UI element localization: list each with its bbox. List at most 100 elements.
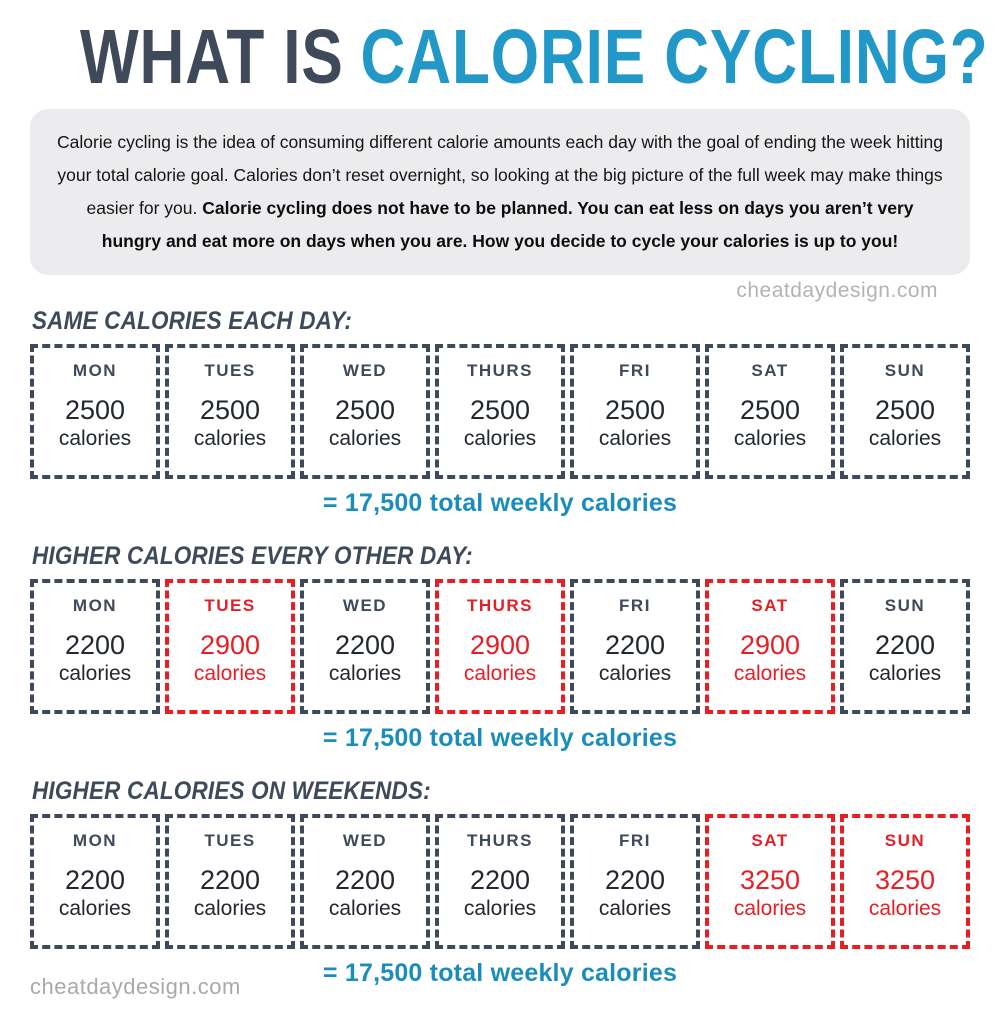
day-card: FRI 2500 calories	[570, 343, 700, 479]
calorie-value: 2900	[739, 629, 801, 660]
title-what-is: WHAT IS	[80, 13, 344, 100]
watermark-bottom: cheatdaydesign.com	[30, 974, 241, 999]
day-label: SUN	[884, 830, 926, 850]
weekly-total: = 17,500 total weekly calories	[322, 723, 678, 752]
day-label: MON	[72, 595, 118, 615]
section-heading: HIGHER CALORIES EVERY OTHER DAY:	[32, 541, 473, 570]
day-card: MON 2200 calories	[30, 578, 160, 714]
calorie-value: 2200	[64, 629, 126, 660]
day-card: SUN 3250 calories	[840, 813, 970, 949]
calorie-unit: calories	[598, 896, 672, 920]
day-card: MON 2500 calories	[30, 343, 160, 479]
calorie-unit: calories	[733, 661, 807, 685]
calorie-value: 2200	[604, 629, 666, 660]
day-card: TUES 2900 calories	[165, 578, 295, 714]
intro-text-bold: Calorie cycling does not have to be plan…	[101, 197, 914, 251]
day-label: THURS	[466, 830, 534, 850]
day-label: WED	[342, 830, 388, 850]
day-card: MON 2200 calories	[30, 813, 160, 949]
day-card: SUN 2500 calories	[840, 343, 970, 479]
day-label: MON	[72, 360, 118, 380]
day-card: SAT 2500 calories	[705, 343, 835, 479]
calorie-value: 2900	[199, 629, 261, 660]
intro-box: Calorie cycling is the idea of consuming…	[30, 108, 970, 275]
day-label: SAT	[751, 830, 789, 850]
day-label: THURS	[466, 360, 534, 380]
sections-container: SAME CALORIES EACH DAY: MON 2500 calorie…	[30, 307, 970, 988]
day-label: TUES	[204, 360, 256, 380]
calorie-value: 2200	[604, 864, 666, 895]
calorie-value: 2500	[604, 394, 666, 425]
calorie-unit: calories	[328, 426, 402, 450]
calorie-unit: calories	[58, 426, 132, 450]
day-card: WED 2200 calories	[300, 813, 430, 949]
calorie-unit: calories	[463, 661, 537, 685]
calorie-value: 2900	[469, 629, 531, 660]
day-card: TUES 2500 calories	[165, 343, 295, 479]
calorie-unit: calories	[733, 426, 807, 450]
day-card: WED 2500 calories	[300, 343, 430, 479]
cards-row: MON 2200 calories TUES 2200 calories WED…	[30, 813, 970, 949]
calorie-unit: calories	[868, 896, 942, 920]
calorie-unit: calories	[328, 661, 402, 685]
calorie-unit: calories	[58, 661, 132, 685]
day-label: MON	[72, 830, 118, 850]
calorie-unit: calories	[598, 661, 672, 685]
calorie-section: HIGHER CALORIES ON WEEKENDS: MON 2200 ca…	[30, 777, 970, 988]
day-label: WED	[342, 360, 388, 380]
day-card: SAT 3250 calories	[705, 813, 835, 949]
day-label: FRI	[619, 595, 651, 615]
day-card: SAT 2900 calories	[705, 578, 835, 714]
day-card: THURS 2200 calories	[435, 813, 565, 949]
title-calorie-cycling: CALORIE CYCLING?	[360, 13, 989, 100]
day-card: WED 2200 calories	[300, 578, 430, 714]
calorie-unit: calories	[733, 896, 807, 920]
calorie-unit: calories	[463, 896, 537, 920]
day-label: SAT	[751, 360, 789, 380]
calorie-value: 2200	[64, 864, 126, 895]
day-label: SUN	[884, 595, 926, 615]
weekly-total: = 17,500 total weekly calories	[322, 958, 678, 987]
calorie-value: 2200	[199, 864, 261, 895]
calorie-value: 2500	[469, 394, 531, 425]
intro-text: Calorie cycling is the idea of consuming…	[56, 126, 944, 258]
calorie-unit: calories	[598, 426, 672, 450]
calorie-unit: calories	[328, 896, 402, 920]
calorie-unit: calories	[193, 896, 267, 920]
calorie-value: 2500	[334, 394, 396, 425]
calorie-value: 2500	[739, 394, 801, 425]
day-card: SUN 2200 calories	[840, 578, 970, 714]
calorie-value: 2500	[874, 394, 936, 425]
day-card: THURS 2900 calories	[435, 578, 565, 714]
calorie-cycling-infographic: WHAT IS CALORIE CYCLING? Calorie cycling …	[0, 13, 1000, 1016]
day-label: SUN	[884, 360, 926, 380]
watermark-top: cheatdaydesign.com	[736, 278, 938, 302]
calorie-unit: calories	[868, 661, 942, 685]
day-label: FRI	[619, 360, 651, 380]
calorie-unit: calories	[463, 426, 537, 450]
day-card: FRI 2200 calories	[570, 578, 700, 714]
calorie-value: 3250	[739, 864, 801, 895]
calorie-value: 2200	[469, 864, 531, 895]
calorie-section: SAME CALORIES EACH DAY: MON 2500 calorie…	[30, 307, 970, 518]
day-label: SAT	[751, 595, 789, 615]
section-heading: SAME CALORIES EACH DAY:	[32, 306, 353, 335]
calorie-value: 2500	[64, 394, 126, 425]
day-label: TUES	[204, 830, 256, 850]
weekly-total: = 17,500 total weekly calories	[322, 488, 678, 517]
cards-row: MON 2200 calories TUES 2900 calories WED…	[30, 578, 970, 714]
day-label: TUES	[204, 595, 256, 615]
day-label: THURS	[466, 595, 534, 615]
page-title: WHAT IS CALORIE CYCLING?	[80, 13, 988, 100]
calorie-unit: calories	[193, 426, 267, 450]
calorie-section: HIGHER CALORIES EVERY OTHER DAY: MON 220…	[30, 542, 970, 753]
day-label: FRI	[619, 830, 651, 850]
calorie-value: 2200	[874, 629, 936, 660]
section-heading: HIGHER CALORIES ON WEEKENDS:	[32, 776, 431, 805]
day-card: TUES 2200 calories	[165, 813, 295, 949]
intro-text-normal: Calorie cycling is the idea of consuming…	[57, 131, 943, 218]
calorie-unit: calories	[193, 661, 267, 685]
calorie-value: 2500	[199, 394, 261, 425]
cards-row: MON 2500 calories TUES 2500 calories WED…	[30, 343, 970, 479]
calorie-unit: calories	[868, 426, 942, 450]
